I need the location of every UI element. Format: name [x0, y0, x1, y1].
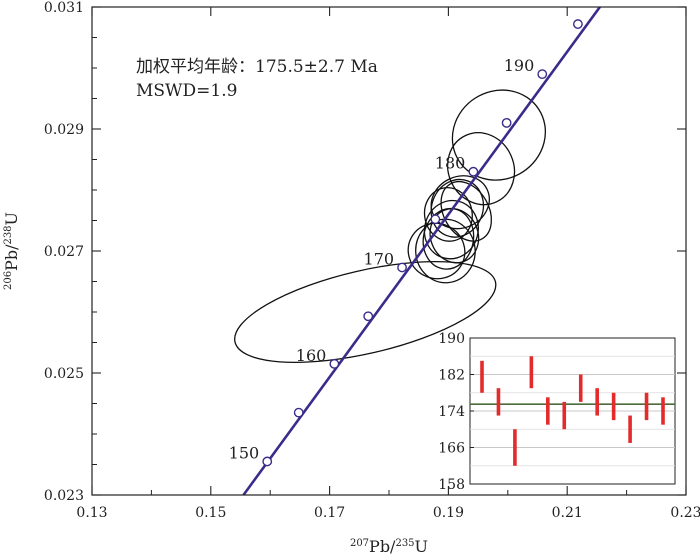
inset-error-bar — [529, 356, 534, 389]
y-tick-label: 0.023 — [44, 488, 84, 504]
age-marker — [468, 166, 479, 177]
inset-error-bar — [546, 397, 550, 425]
age-label: 160 — [296, 346, 327, 365]
age-marker — [262, 456, 273, 467]
x-label-main2: U — [415, 537, 428, 556]
inset-error-bar — [496, 388, 501, 416]
error-ellipse — [451, 89, 547, 181]
age-marker — [430, 214, 441, 225]
y-label-sup2: 238 — [3, 225, 14, 244]
weighted-mean-inset: 158 166 174 182 190 — [438, 331, 676, 493]
error-ellipse — [440, 181, 493, 242]
y-tick-label: 0.029 — [44, 122, 84, 138]
age-marker — [537, 69, 548, 80]
inset-error-bar — [562, 401, 567, 430]
x-axis-label: 207Pb/235U — [350, 537, 428, 556]
x-tick-label: 0.19 — [433, 505, 464, 521]
x-tick-label: 0.21 — [552, 505, 583, 521]
inset-y-tick-label: 158 — [438, 477, 465, 493]
age-marker — [293, 407, 304, 418]
inset-y-tick-label: 166 — [438, 441, 465, 457]
y-tick-label: 0.031 — [44, 0, 84, 16]
age-label: 190 — [504, 56, 535, 75]
y-axis-label: 206Pb/238U — [2, 212, 21, 290]
age-marker — [572, 19, 583, 29]
error-ellipse — [447, 132, 516, 206]
y-label-main1: Pb/ — [2, 244, 21, 271]
x-tick-label: 0.17 — [314, 505, 345, 521]
y-tick-label: 0.025 — [44, 366, 84, 382]
x-tick-label: 0.13 — [76, 505, 107, 521]
age-marker — [363, 311, 374, 322]
y-label-main2: U — [2, 212, 21, 225]
error-ellipse — [430, 178, 485, 238]
age-label: 170 — [364, 249, 395, 268]
y-tick-label: 0.027 — [44, 244, 84, 260]
x-label-sup1: 207 — [350, 538, 369, 549]
x-label-sup2: 235 — [395, 538, 414, 549]
inset-y-tick-label: 182 — [438, 368, 465, 384]
y-label-sup1: 206 — [3, 271, 14, 290]
age-marker — [397, 262, 407, 273]
inset-error-bar — [628, 415, 632, 443]
error-ellipse — [234, 260, 497, 364]
inset-error-bar — [595, 388, 599, 416]
error-ellipse — [422, 207, 475, 270]
age-marker — [501, 118, 512, 128]
inset-y-tick-label: 174 — [438, 404, 465, 420]
x-tick-label: 0.15 — [195, 505, 226, 521]
error-ellipse — [415, 218, 476, 284]
age-marker — [329, 358, 340, 369]
annotation-weighted-mean: 加权平均年龄：175.5±2.7 Ma — [136, 57, 378, 77]
x-tick-label: 0.23 — [670, 505, 700, 521]
error-ellipse — [407, 222, 466, 280]
inset-y-tick-label: 190 — [438, 331, 465, 347]
inset-error-bar — [611, 392, 616, 421]
inset-error-bar — [480, 360, 484, 393]
inset-error-bar — [644, 392, 649, 421]
inset-error-bar — [578, 374, 583, 402]
annotation-mswd: MSWD=1.9 — [136, 81, 237, 101]
x-label-main1: Pb/ — [369, 537, 396, 556]
age-label: 180 — [435, 154, 466, 173]
age-label: 150 — [229, 443, 260, 462]
inset-error-bar — [661, 397, 665, 425]
inset-error-bar — [513, 429, 517, 466]
